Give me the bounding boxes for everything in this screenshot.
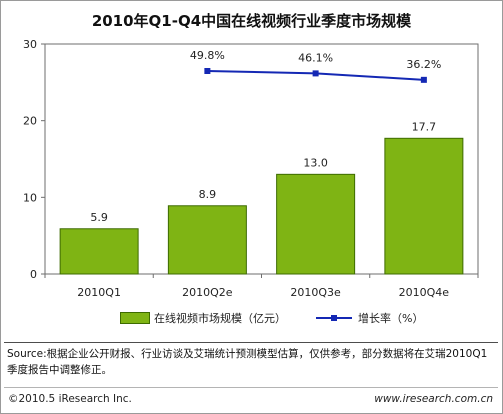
website-text: www.iresearch.com.cn [374, 393, 493, 405]
legend-line-swatch [316, 313, 352, 323]
bar-2010Q4e [384, 137, 464, 275]
legend-label-growth-rate: 增长率（%） [358, 312, 424, 325]
bar-2010Q1 [59, 228, 139, 275]
growth-rate-point [420, 76, 427, 83]
x-category-label: 2010Q2e [182, 286, 233, 299]
bar-value-label: 13.0 [303, 156, 328, 169]
legend-item-growth-rate: 增长率（%） [286, 310, 423, 326]
legend-item-market-size: 在线视频市场规模（亿元） [120, 310, 286, 326]
chart-title: 2010年Q1-Q4中国在线视频行业季度市场规模 [91, 12, 412, 30]
legend-label-market-size: 在线视频市场规模（亿元） [154, 312, 286, 325]
x-category-label: 2010Q3e [290, 286, 341, 299]
legend-bar-swatch [120, 312, 150, 324]
bar-2010Q2e [167, 205, 247, 275]
growth-rate-point [204, 68, 211, 74]
bar-2010Q3e [276, 173, 356, 275]
x-category-label: 2010Q4e [399, 286, 450, 299]
bar-value-label: 8.9 [199, 188, 217, 201]
y-tick-label: 10 [23, 191, 37, 204]
chart-legend: 在线视频市场规模（亿元） 增长率（%） [120, 309, 423, 327]
copyright-text: ©2010.5 iResearch Inc. [8, 393, 132, 405]
chart-plot-area: 0 10 20 30 5.9 8.9 13.0 17.7 2010Q1 2010Q2e 2010Q3… [23, 38, 479, 299]
growth-rate-label: 36.2% [406, 58, 441, 71]
y-tick-label: 20 [23, 115, 37, 128]
y-tick-label: 30 [23, 38, 37, 51]
footer-divider [4, 342, 498, 343]
source-note: Source:根据企业公开财报、行业访谈及艾瑞统计预测模型估算，仅供参考，部分数… [7, 348, 488, 376]
growth-rate-point [312, 70, 319, 77]
bar-value-label: 5.9 [90, 211, 108, 224]
y-tick-label: 0 [30, 268, 37, 281]
x-category-label: 2010Q1 [77, 286, 121, 299]
growth-rate-label: 46.1% [298, 51, 333, 64]
growth-rate-label: 49.8% [190, 49, 225, 62]
bar-value-label: 17.7 [412, 120, 437, 133]
footer-divider-bottom [4, 387, 498, 388]
